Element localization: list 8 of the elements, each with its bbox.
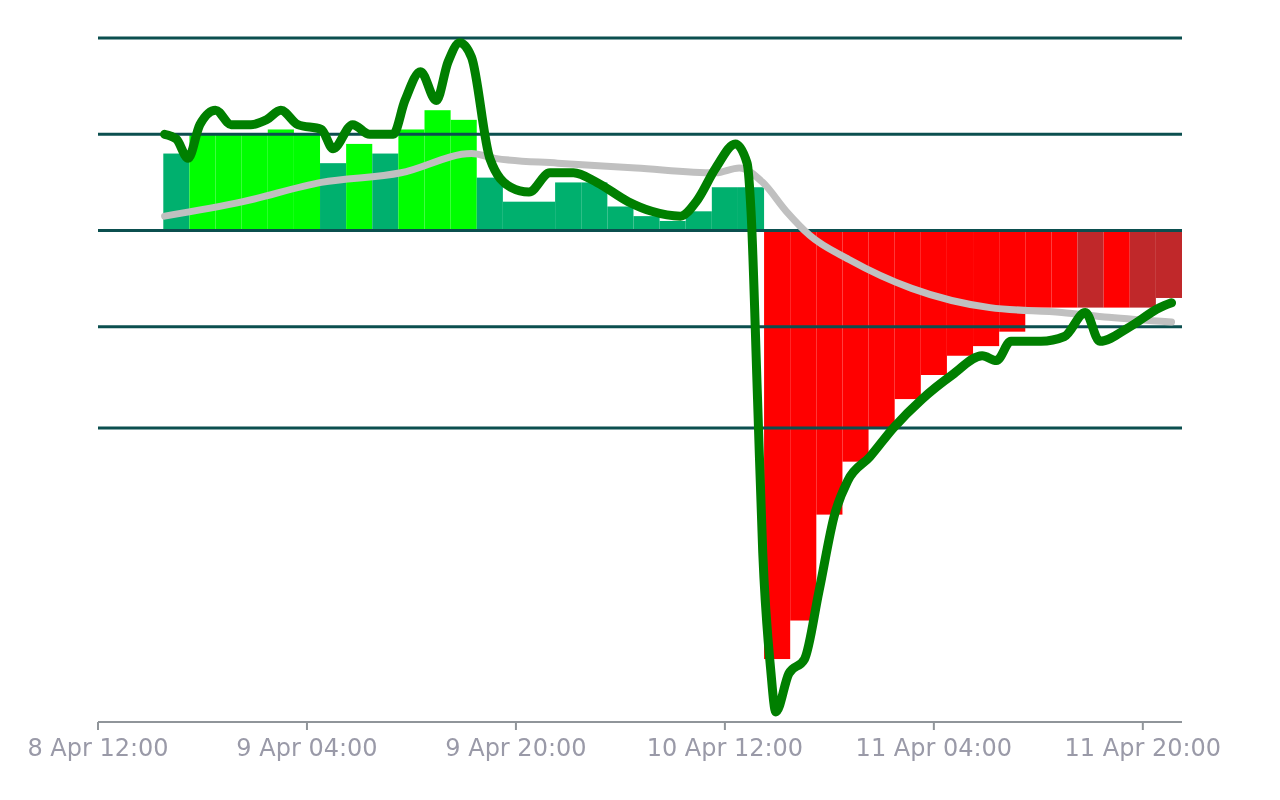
- x-tick-label: 8 Apr 12:00: [27, 734, 169, 762]
- x-tick-label: 10 Apr 12:00: [646, 734, 804, 762]
- bar: [1077, 230, 1104, 308]
- x-tick-label: 9 Apr 04:00: [236, 734, 378, 762]
- x-tick-label: 9 Apr 20:00: [445, 734, 587, 762]
- x-tick-label: 11 Apr 04:00: [855, 734, 1013, 762]
- bar: [1103, 230, 1130, 308]
- x-tick-label: 11 Apr 20:00: [1064, 734, 1222, 762]
